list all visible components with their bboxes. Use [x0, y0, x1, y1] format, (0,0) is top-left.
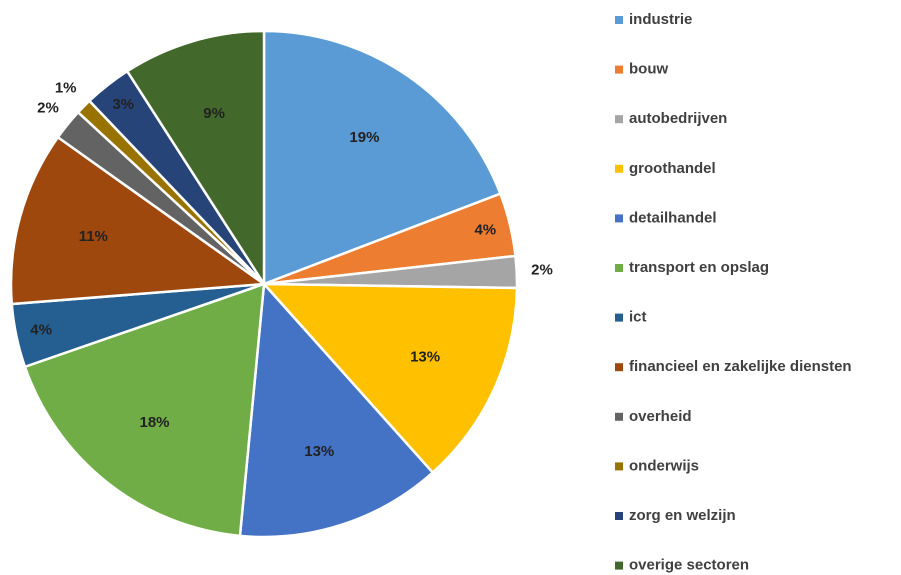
pie-slice — [238, 281, 435, 539]
data-label: 3% — [112, 96, 134, 113]
data-label: 11% — [79, 228, 108, 245]
legend-swatch — [615, 561, 623, 570]
data-label: 18% — [140, 414, 170, 431]
legend-label: industrie — [629, 11, 692, 28]
legend-swatch — [615, 115, 623, 124]
data-label: 9% — [203, 105, 225, 122]
data-label: 19% — [349, 129, 379, 146]
data-label: 1% — [55, 80, 77, 97]
legend-label: bouw — [629, 61, 668, 78]
data-label: 4% — [30, 322, 52, 339]
data-label: 4% — [474, 221, 496, 238]
legend-swatch — [615, 65, 623, 74]
legend-label: overige sectoren — [629, 557, 749, 574]
data-label: 13% — [304, 443, 334, 460]
legend-swatch — [615, 16, 623, 24]
legend-label: groothandel — [629, 160, 716, 177]
data-label: 2% — [531, 262, 553, 279]
pie-slice — [9, 135, 268, 306]
legend-swatch — [615, 412, 623, 421]
legend-swatch — [615, 363, 623, 372]
legend-label: zorg en welzijn — [629, 507, 736, 524]
legend-label: overheid — [629, 408, 692, 425]
legend-swatch — [615, 214, 623, 223]
legend-swatch — [615, 512, 623, 520]
legend-swatch — [615, 264, 623, 272]
legend-label: autobedrijven — [629, 110, 727, 127]
pie-slice — [262, 29, 502, 286]
legend-label: detailhandel — [629, 209, 717, 226]
legend-label: onderwijs — [629, 457, 699, 474]
legend-swatch — [615, 313, 623, 322]
legend-swatch — [615, 462, 623, 471]
legend-swatch — [615, 164, 623, 173]
data-label: 13% — [410, 349, 440, 366]
data-label: 2% — [37, 99, 59, 116]
pie-slice — [125, 29, 266, 289]
legend-label: ict — [629, 309, 647, 326]
legend-label: financieel en zakelijke diensten — [629, 358, 852, 375]
legend-label: transport en opslag — [629, 259, 769, 276]
pie-slice — [261, 282, 519, 475]
